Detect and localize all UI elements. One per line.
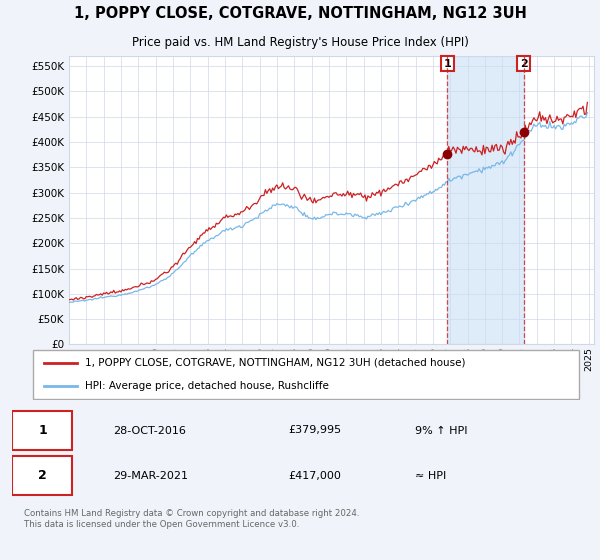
FancyBboxPatch shape	[33, 351, 579, 399]
Text: 9% ↑ HPI: 9% ↑ HPI	[415, 426, 468, 436]
Text: 1: 1	[38, 424, 47, 437]
Bar	[447, 56, 524, 344]
Text: £417,000: £417,000	[289, 470, 341, 480]
Text: 2: 2	[520, 59, 528, 68]
FancyBboxPatch shape	[12, 411, 73, 450]
Text: 28-OCT-2016: 28-OCT-2016	[113, 426, 185, 436]
Text: 1: 1	[443, 59, 451, 68]
Text: £379,995: £379,995	[289, 426, 341, 436]
Text: 1, POPPY CLOSE, COTGRAVE, NOTTINGHAM, NG12 3UH (detached house): 1, POPPY CLOSE, COTGRAVE, NOTTINGHAM, NG…	[85, 358, 466, 368]
Text: ≈ HPI: ≈ HPI	[415, 470, 446, 480]
Text: Contains HM Land Registry data © Crown copyright and database right 2024.
This d: Contains HM Land Registry data © Crown c…	[24, 510, 359, 529]
Text: HPI: Average price, detached house, Rushcliffe: HPI: Average price, detached house, Rush…	[85, 381, 329, 391]
Text: 1, POPPY CLOSE, COTGRAVE, NOTTINGHAM, NG12 3UH: 1, POPPY CLOSE, COTGRAVE, NOTTINGHAM, NG…	[74, 6, 526, 21]
Text: 2: 2	[38, 469, 47, 482]
Text: Price paid vs. HM Land Registry's House Price Index (HPI): Price paid vs. HM Land Registry's House …	[131, 36, 469, 49]
FancyBboxPatch shape	[12, 456, 73, 495]
Text: 29-MAR-2021: 29-MAR-2021	[113, 470, 188, 480]
